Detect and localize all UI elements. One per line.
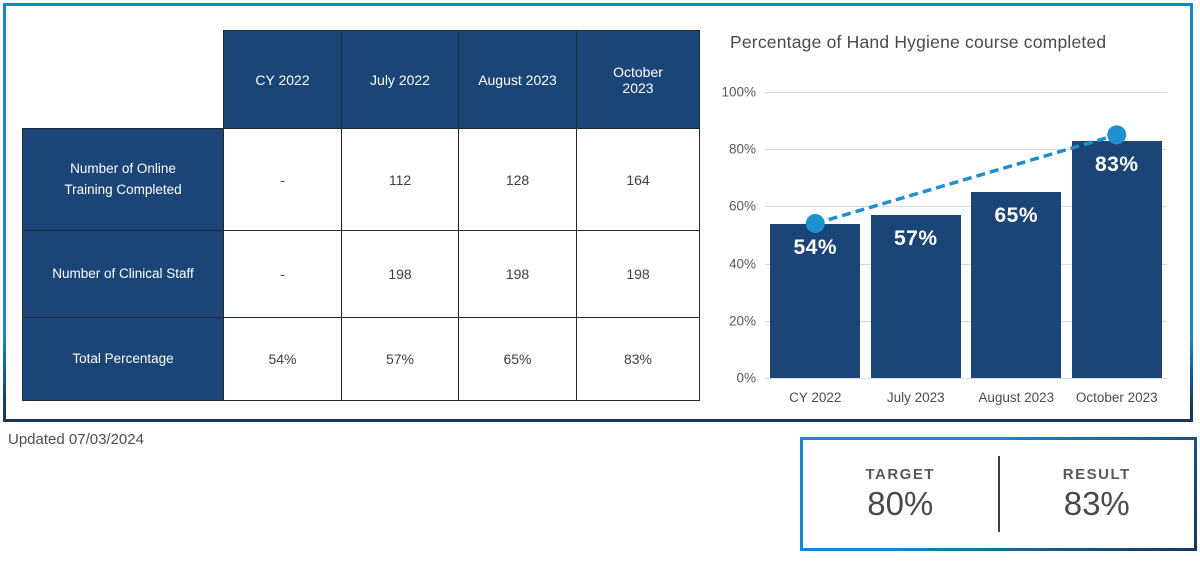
gridline [765, 149, 1167, 151]
table-cell: 164 [576, 128, 700, 231]
y-tick-label: 100% [721, 84, 756, 100]
plot-area: 54% 57% 65% 83% [765, 92, 1167, 379]
table-cell: 65% [458, 317, 577, 401]
target-result-box: TARGET 80% RESULT 83% [800, 437, 1197, 551]
bar-october-2023: 83% [1071, 140, 1162, 378]
chart-title: Percentage of Hand Hygiene course comple… [730, 32, 1107, 52]
x-tick-label: October 2023 [1075, 390, 1158, 405]
row-label-online-training: Number of Online Training Completed [22, 128, 224, 231]
result-cell: RESULT 83% [1000, 466, 1195, 523]
kpi-divider [997, 456, 1000, 532]
table-cell: 198 [341, 230, 459, 318]
x-tick-label: August 2023 [978, 390, 1055, 405]
y-tick-label: 40% [728, 256, 756, 272]
trend-line [814, 133, 1118, 226]
table-cell: 128 [458, 128, 577, 231]
column-header-october2023: October 2023 [576, 30, 700, 129]
row-label-clinical-staff: Number of Clinical Staff [22, 230, 224, 318]
x-tick-label: July 2023 [886, 390, 945, 405]
bar-value-label: 83% [1094, 152, 1139, 176]
table-cell: 54% [223, 317, 342, 401]
y-axis-labels: 0% 20% 40% 60% 80% 100% [695, 85, 756, 386]
main-panel: CY 2022 July 2022 August 2023 October 20… [3, 3, 1193, 422]
target-value: 80% [867, 484, 934, 522]
bar-value-label: 65% [994, 204, 1039, 228]
result-label: RESULT [1062, 465, 1131, 483]
table-cell: 198 [458, 230, 577, 318]
trend-marker [805, 214, 825, 234]
column-header-cy2022: CY 2022 [223, 30, 342, 129]
gridline [765, 378, 1167, 379]
updated-date: Updated 07/03/2024 [8, 431, 144, 448]
bar-august-2023: 65% [971, 192, 1062, 378]
table-cell: 112 [341, 128, 459, 231]
table-cell: - [223, 230, 342, 318]
table-corner-cell [23, 31, 224, 129]
gridline [765, 92, 1167, 93]
table-cell: 198 [576, 230, 700, 318]
gridline [765, 206, 1167, 208]
gridline [765, 263, 1167, 265]
target-label: TARGET [865, 465, 936, 483]
row-label-total-percentage: Total Percentage [22, 317, 224, 401]
column-header-july2022: July 2022 [341, 30, 459, 129]
column-header-august2023: August 2023 [458, 30, 577, 129]
trend-line-overlay [805, 125, 1127, 234]
table-row: Total Percentage 54% 57% 65% 83% [22, 317, 700, 401]
training-stats-table: CY 2022 July 2022 August 2023 October 20… [22, 30, 700, 401]
bar-july-2023: 57% [870, 214, 961, 378]
result-value: 83% [1063, 484, 1130, 522]
x-tick-label: CY 2022 [789, 390, 842, 405]
table-cell: 57% [341, 317, 459, 401]
table-cell: - [223, 128, 342, 231]
bar-cy-2022: 54% [770, 223, 861, 378]
bar-value-label: 54% [793, 235, 838, 259]
y-tick-label: 80% [728, 141, 756, 157]
y-tick-label: 60% [728, 198, 756, 214]
gridline [765, 320, 1167, 322]
y-tick-label: 20% [728, 313, 756, 329]
table-row: Number of Online Training Completed - 11… [22, 128, 700, 231]
trend-marker [1107, 125, 1127, 145]
table-row: Number of Clinical Staff - 198 198 198 [22, 230, 700, 318]
bar-value-label: 57% [893, 226, 938, 250]
table-cell: 83% [576, 317, 700, 401]
y-tick-label: 0% [736, 370, 756, 386]
target-cell: TARGET 80% [803, 466, 998, 523]
x-axis-labels: CY 2022 July 2023 August 2023 October 2023 [765, 384, 1167, 405]
